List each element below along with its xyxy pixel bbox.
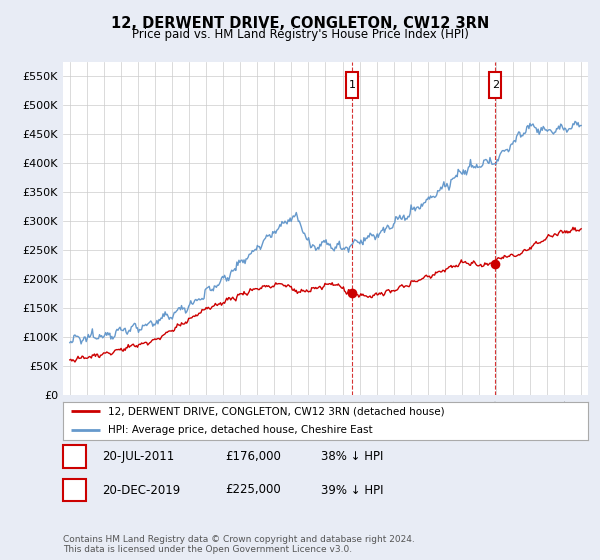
Text: Price paid vs. HM Land Registry's House Price Index (HPI): Price paid vs. HM Land Registry's House … xyxy=(131,28,469,41)
Text: 20-DEC-2019: 20-DEC-2019 xyxy=(102,483,180,497)
Text: 1: 1 xyxy=(349,80,355,90)
Text: 12, DERWENT DRIVE, CONGLETON, CW12 3RN: 12, DERWENT DRIVE, CONGLETON, CW12 3RN xyxy=(111,16,489,31)
Text: 38% ↓ HPI: 38% ↓ HPI xyxy=(321,450,383,463)
Text: Contains HM Land Registry data © Crown copyright and database right 2024.
This d: Contains HM Land Registry data © Crown c… xyxy=(63,535,415,554)
Bar xyxy=(346,72,358,97)
Text: £225,000: £225,000 xyxy=(225,483,281,497)
Text: £176,000: £176,000 xyxy=(225,450,281,463)
Text: 12, DERWENT DRIVE, CONGLETON, CW12 3RN (detached house): 12, DERWENT DRIVE, CONGLETON, CW12 3RN (… xyxy=(107,406,444,416)
Text: 1: 1 xyxy=(71,451,78,461)
Bar xyxy=(490,72,502,97)
Text: 39% ↓ HPI: 39% ↓ HPI xyxy=(321,483,383,497)
Text: HPI: Average price, detached house, Cheshire East: HPI: Average price, detached house, Ches… xyxy=(107,425,372,435)
Text: 2: 2 xyxy=(71,485,78,495)
Text: 2: 2 xyxy=(492,80,499,90)
Text: 20-JUL-2011: 20-JUL-2011 xyxy=(102,450,174,463)
